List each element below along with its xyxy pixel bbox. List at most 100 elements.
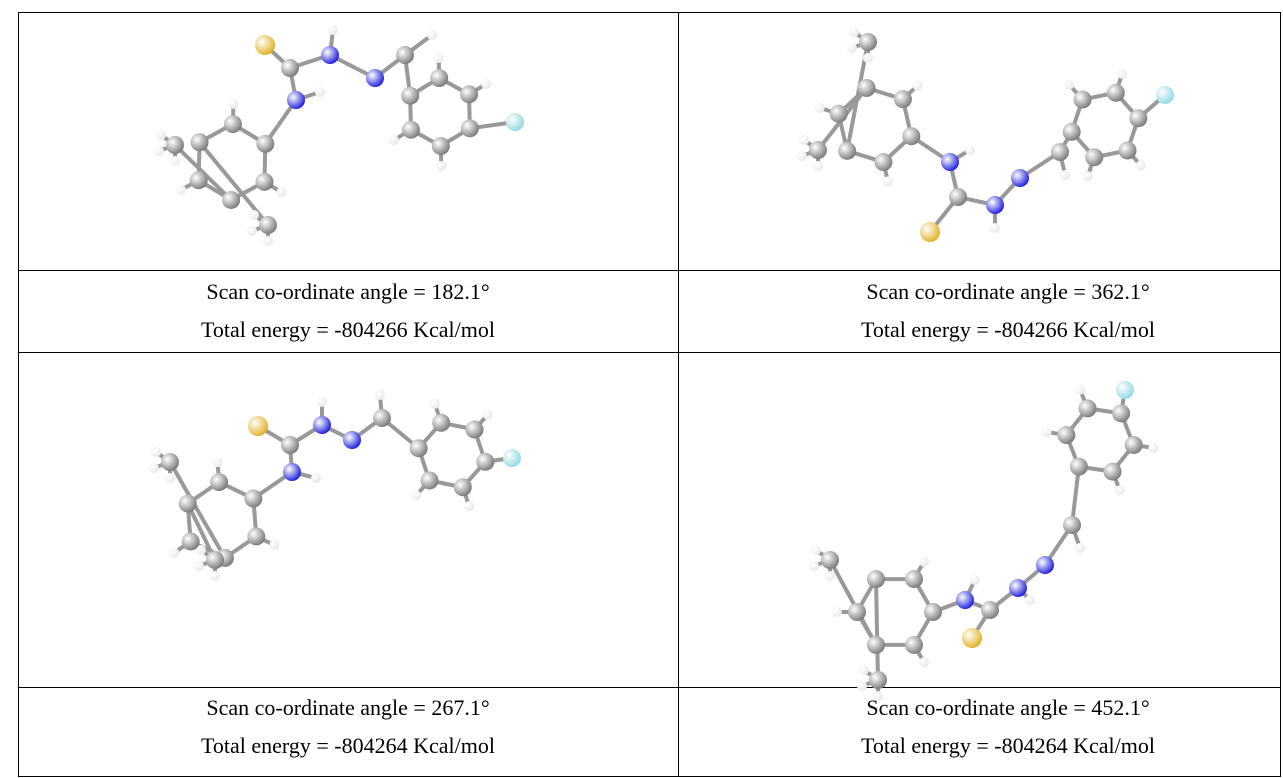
atom	[1156, 86, 1174, 104]
atom	[210, 571, 220, 581]
atom	[269, 540, 280, 551]
atom	[281, 436, 299, 454]
atom	[401, 120, 420, 139]
atom	[893, 90, 912, 109]
atom	[436, 160, 447, 171]
atom	[343, 431, 361, 449]
atom	[825, 571, 835, 581]
bond	[828, 559, 878, 646]
atom	[1116, 381, 1134, 399]
atom	[863, 53, 873, 63]
atom	[965, 145, 975, 155]
atom	[431, 136, 450, 155]
atom	[1041, 427, 1052, 438]
atom	[1106, 83, 1125, 102]
atom	[1036, 556, 1054, 574]
energy-text: Total energy = -804264 Kcal/mol	[201, 733, 495, 758]
atom	[373, 409, 391, 427]
atom	[797, 151, 807, 161]
border	[1280, 12, 1281, 777]
atom	[1078, 399, 1097, 418]
atom	[506, 113, 524, 131]
atom	[1085, 148, 1104, 167]
atom	[809, 141, 827, 159]
atom	[1064, 79, 1075, 90]
atom	[375, 390, 385, 400]
atom	[396, 46, 414, 64]
atom	[1112, 404, 1131, 423]
atom	[941, 153, 959, 171]
border	[18, 687, 1281, 688]
atom	[1011, 169, 1029, 187]
energy-text: Total energy = -804264 Kcal/mol	[861, 733, 1155, 758]
bond	[1070, 466, 1081, 526]
atom	[1124, 435, 1143, 454]
atom	[1135, 160, 1146, 171]
atom	[919, 657, 929, 668]
border	[18, 352, 1281, 353]
atom	[1118, 141, 1137, 160]
atom	[949, 188, 967, 206]
atom	[263, 236, 273, 246]
atom	[212, 457, 223, 468]
atom	[178, 494, 197, 513]
atom	[482, 409, 493, 420]
atom	[169, 547, 180, 558]
atom	[1148, 442, 1159, 453]
atom	[161, 453, 179, 471]
border	[18, 270, 1281, 271]
atom	[905, 570, 923, 589]
atom	[315, 87, 325, 97]
border	[18, 12, 1281, 13]
atom	[189, 171, 208, 190]
atom	[465, 420, 484, 439]
atom	[176, 184, 187, 195]
bond	[874, 579, 880, 681]
atom	[476, 452, 495, 471]
atom	[838, 141, 857, 160]
atom	[867, 635, 885, 654]
atom	[829, 104, 848, 123]
atom	[1025, 595, 1035, 605]
atom	[813, 161, 823, 171]
atom	[259, 216, 277, 234]
atom	[411, 490, 422, 501]
atom	[464, 501, 475, 512]
atom	[420, 471, 439, 490]
atom	[1063, 516, 1081, 534]
atom	[503, 449, 521, 467]
energy-text: Total energy = -804266 Kcal/mol	[201, 317, 495, 342]
atom	[1051, 143, 1069, 161]
atom	[154, 146, 164, 156]
atom	[256, 134, 275, 153]
atom	[857, 681, 867, 691]
atom	[1075, 384, 1086, 395]
angle-text: Scan co-ordinate angle = 362.1°	[866, 279, 1150, 304]
atom	[1057, 426, 1076, 445]
atom	[912, 80, 923, 91]
atom	[388, 135, 399, 146]
border	[18, 12, 19, 777]
atom	[222, 190, 241, 209]
atom	[311, 473, 321, 483]
atom	[1103, 462, 1122, 481]
border	[18, 776, 1281, 777]
atom	[811, 545, 821, 555]
atom	[799, 135, 809, 145]
atom	[276, 187, 287, 198]
atom	[427, 30, 437, 40]
atom	[867, 570, 885, 589]
atom	[859, 665, 869, 675]
atom	[206, 551, 224, 569]
angle-text: Scan co-ordinate angle = 267.1°	[206, 695, 490, 720]
bond	[185, 502, 217, 561]
atom	[1062, 122, 1081, 141]
atom	[317, 397, 327, 407]
atom	[433, 53, 444, 64]
atom	[849, 27, 859, 37]
atom	[313, 416, 331, 434]
atom	[170, 156, 180, 166]
atom	[924, 603, 942, 621]
